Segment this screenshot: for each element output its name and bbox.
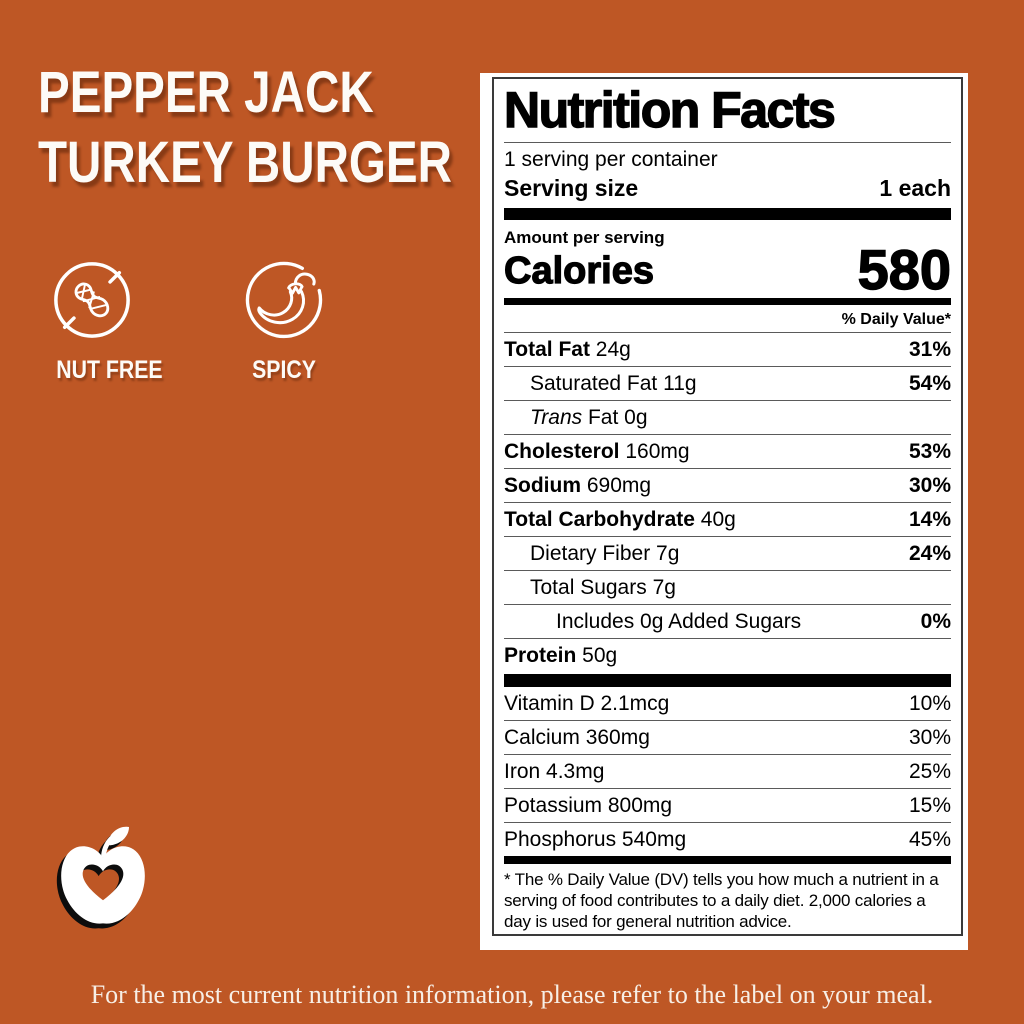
nutrient-daily-value: 24%	[908, 542, 951, 565]
nutrient-name: Includes 0g Added Sugars	[556, 610, 802, 633]
nutrient-name: Total Carbohydrate 40g	[504, 508, 736, 531]
serving-size-row: Serving size 1 each	[504, 173, 951, 203]
vitamin-rows: Vitamin D 2.1mcg 10% Calcium 360mg 30% Iron …	[504, 687, 951, 856]
nutrient-name: Vitamin D 2.1mcg	[504, 692, 670, 715]
separator-bar-thick	[504, 208, 951, 220]
nutrient-daily-value: 14%	[908, 508, 951, 531]
nutrient-daily-value: 15%	[908, 794, 951, 817]
nutrition-label-card: Nutrition Facts 1 serving per container …	[480, 73, 968, 950]
servings-per-container: 1 serving per container	[504, 148, 718, 171]
product-title: PEPPER JACK TURKEY BURGER	[38, 58, 543, 198]
nutrient-name: Cholesterol 160mg	[504, 440, 690, 463]
nutrient-row: Protein 50g	[504, 638, 951, 672]
serving-size-value: 1 each	[879, 175, 951, 201]
vitamin-row: Calcium 360mg 30%	[504, 720, 951, 754]
nutrient-name: Iron 4.3mg	[504, 760, 605, 783]
vitamin-row: Phosphorus 540mg 45%	[504, 822, 951, 856]
nutrient-name: Phosphorus 540mg	[504, 828, 687, 851]
daily-value-footnote: * The % Daily Value (DV) tells you how m…	[504, 870, 939, 931]
apple-heart-logo	[50, 820, 156, 947]
separator-bar-medium	[504, 298, 951, 305]
footer-note: For the most current nutrition informati…	[90, 980, 934, 1009]
nutrient-name: Potassium 800mg	[504, 794, 673, 817]
nutrient-name: Saturated Fat 11g	[530, 372, 697, 395]
vitamin-row: Potassium 800mg 15%	[504, 788, 951, 822]
nutrient-daily-value: 30%	[908, 474, 951, 497]
nutrient-daily-value: 45%	[908, 828, 951, 851]
serving-size-label: Serving size	[504, 175, 639, 201]
nut-free-badge: NUT FREE	[50, 258, 163, 385]
calories-value: 580	[857, 238, 952, 301]
nutrient-row: Saturated Fat 11g 54%	[504, 366, 951, 400]
separator-bar-medium	[504, 856, 951, 864]
nutrient-row: Total Sugars 7g	[504, 570, 951, 604]
nutrient-name: Total Sugars 7g	[530, 576, 676, 599]
nutrient-daily-value: 53%	[908, 440, 951, 463]
spicy-badge: SPICY	[242, 258, 326, 385]
nutrient-name: Total Fat 24g	[504, 338, 631, 361]
nutrient-row: Includes 0g Added Sugars 0%	[504, 604, 951, 638]
nutrient-rows: Total Fat 24g 31% Saturated Fat 11g 54% Tran…	[504, 332, 951, 672]
badge-label: SPICY	[252, 356, 316, 384]
badge-label: NUT FREE	[56, 356, 163, 384]
nutrient-daily-value: 31%	[908, 338, 951, 361]
nutrient-row: Sodium 690mg 30%	[504, 468, 951, 502]
title-line-2: TURKEY BURGER	[38, 130, 452, 195]
calories-row: Calories 580	[503, 238, 952, 301]
nutrient-daily-value: 30%	[908, 726, 951, 749]
amount-per-serving-label: Amount per serving	[504, 228, 665, 247]
nutrient-row: Cholesterol 160mg 53%	[504, 434, 951, 468]
title-line-1: PEPPER JACK	[38, 60, 374, 125]
nutrient-name: Trans Fat 0g	[530, 406, 648, 429]
nutrient-name: Calcium 360mg	[504, 726, 650, 749]
separator-bar-thick	[504, 674, 951, 687]
daily-value-header: % Daily Value*	[841, 311, 951, 328]
nutrition-facts-title: Nutrition Facts	[503, 84, 951, 143]
nutrient-daily-value: 54%	[908, 372, 951, 395]
nutrient-daily-value: 0%	[920, 610, 951, 633]
nutrition-label: Nutrition Facts 1 serving per container …	[492, 77, 963, 936]
nutrient-daily-value: 10%	[908, 692, 951, 715]
nutrient-name: Sodium 690mg	[504, 474, 652, 497]
nutrient-row: Total Fat 24g 31%	[504, 332, 951, 366]
nutrient-row: Trans Fat 0g	[504, 400, 951, 434]
nutrient-row: Total Carbohydrate 40g 14%	[504, 502, 951, 536]
nutrient-name: Dietary Fiber 7g	[530, 542, 680, 565]
spicy-icon	[245, 261, 323, 339]
nut-free-icon	[54, 262, 130, 338]
vitamin-row: Vitamin D 2.1mcg 10%	[504, 687, 951, 720]
nutrient-row: Dietary Fiber 7g 24%	[504, 536, 951, 570]
calories-label: Calories	[503, 249, 654, 292]
nutrient-name: Protein 50g	[504, 644, 618, 667]
apple-heart-logo-icon	[56, 826, 145, 929]
nutrient-daily-value: 25%	[908, 760, 951, 783]
vitamin-row: Iron 4.3mg 25%	[504, 754, 951, 788]
